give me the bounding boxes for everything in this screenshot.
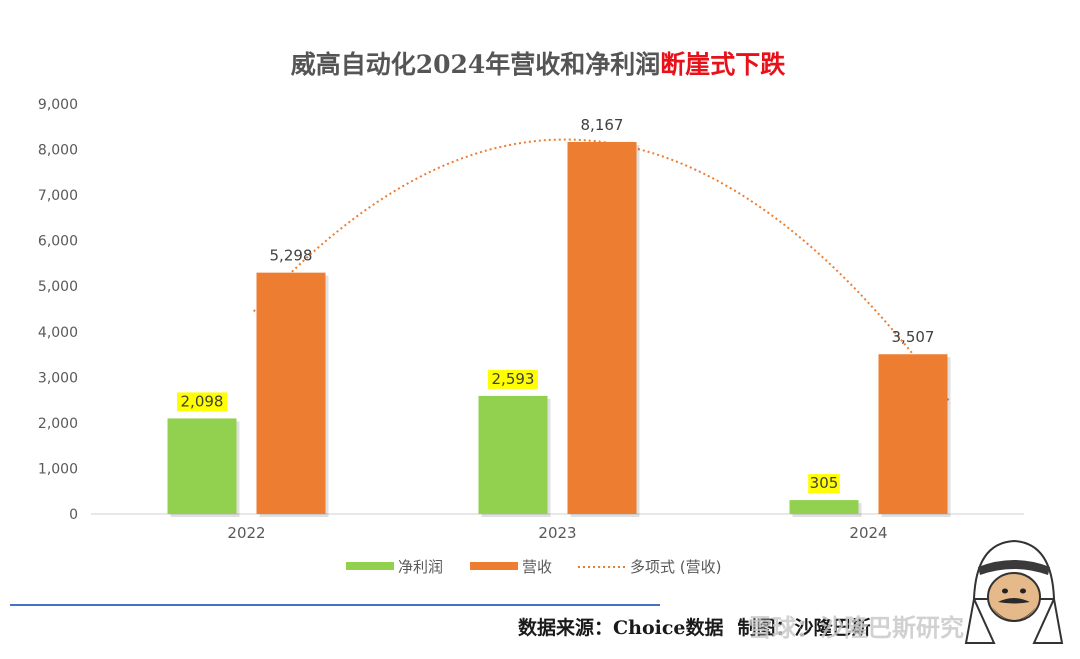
y-axis: 0 1,000 2,000 3,000 4,000 5,000 6,000 7,000 8,00…: [38, 97, 78, 523]
y-tick-label: 2,000: [38, 416, 78, 432]
footer: 数据来源：Choice数据 制图：沙隆巴斯 雪球：沙隆巴斯研究: [518, 614, 964, 642]
y-tick-label: 5,000: [38, 279, 78, 295]
legend-label: 多项式 (营收): [630, 558, 721, 576]
y-tick-label: 7,000: [38, 188, 78, 204]
data-label: 2,593: [492, 370, 535, 388]
chart-title-accent: 断崖式下跌: [660, 50, 785, 79]
x-tick-label: 2023: [538, 524, 576, 542]
data-labels: 2,098 2,593 305 5,298 8,167 3,507: [177, 116, 935, 494]
data-label-highlight: [488, 369, 538, 389]
legend-swatch: [470, 562, 518, 570]
y-tick-label: 1,000: [38, 461, 78, 477]
data-label: 305: [810, 474, 839, 492]
data-label-highlight: [177, 392, 227, 412]
data-label: 3,507: [892, 328, 935, 346]
footer-source-value: Choice数据: [613, 616, 723, 639]
bar-营收-2022: [256, 272, 326, 514]
bar-营收-2023: [567, 141, 637, 514]
trendline-revenue: [252, 138, 952, 404]
chart-title: 威高自动化2024年营收和净利润断崖式下跌: [291, 50, 786, 79]
data-label: 8,167: [581, 116, 624, 134]
y-tick-label: 6,000: [38, 234, 78, 250]
bar-净利润-2024: [789, 500, 859, 514]
footer-source: 数据来源：Choice数据 制图：沙隆巴斯: [518, 616, 871, 639]
data-label: 5,298: [270, 247, 313, 265]
legend-swatch: [346, 562, 394, 570]
legend: 净利润 营收 多项式 (营收): [346, 558, 721, 576]
legend-label: 营收: [522, 558, 552, 576]
footer-author: 制图：沙隆巴斯: [738, 616, 871, 639]
legend-label: 净利润: [398, 558, 443, 576]
x-tick-label: 2022: [227, 524, 265, 542]
watermark: 雪球：沙隆巴斯研究: [748, 614, 964, 642]
footer-source-label: 数据来源：: [518, 616, 613, 639]
y-tick-label: 0: [69, 507, 78, 523]
x-axis: 2022 2023 2024: [227, 524, 887, 542]
mascot-avatar-icon: [964, 539, 1064, 644]
x-tick-label: 2024: [849, 524, 887, 542]
data-label: 2,098: [181, 392, 224, 410]
data-label-highlight: [808, 474, 840, 494]
y-tick-label: 8,000: [38, 143, 78, 159]
bars: [167, 141, 951, 517]
bar-净利润-2022: [167, 418, 237, 514]
y-tick-label: 9,000: [38, 97, 78, 113]
y-tick-label: 3,000: [38, 370, 78, 386]
bar-净利润-2023: [478, 395, 548, 514]
chart-title-main: 威高自动化2024年营收和净利润: [291, 50, 661, 79]
bar-营收-2024: [878, 354, 948, 514]
y-tick-label: 4,000: [38, 325, 78, 341]
